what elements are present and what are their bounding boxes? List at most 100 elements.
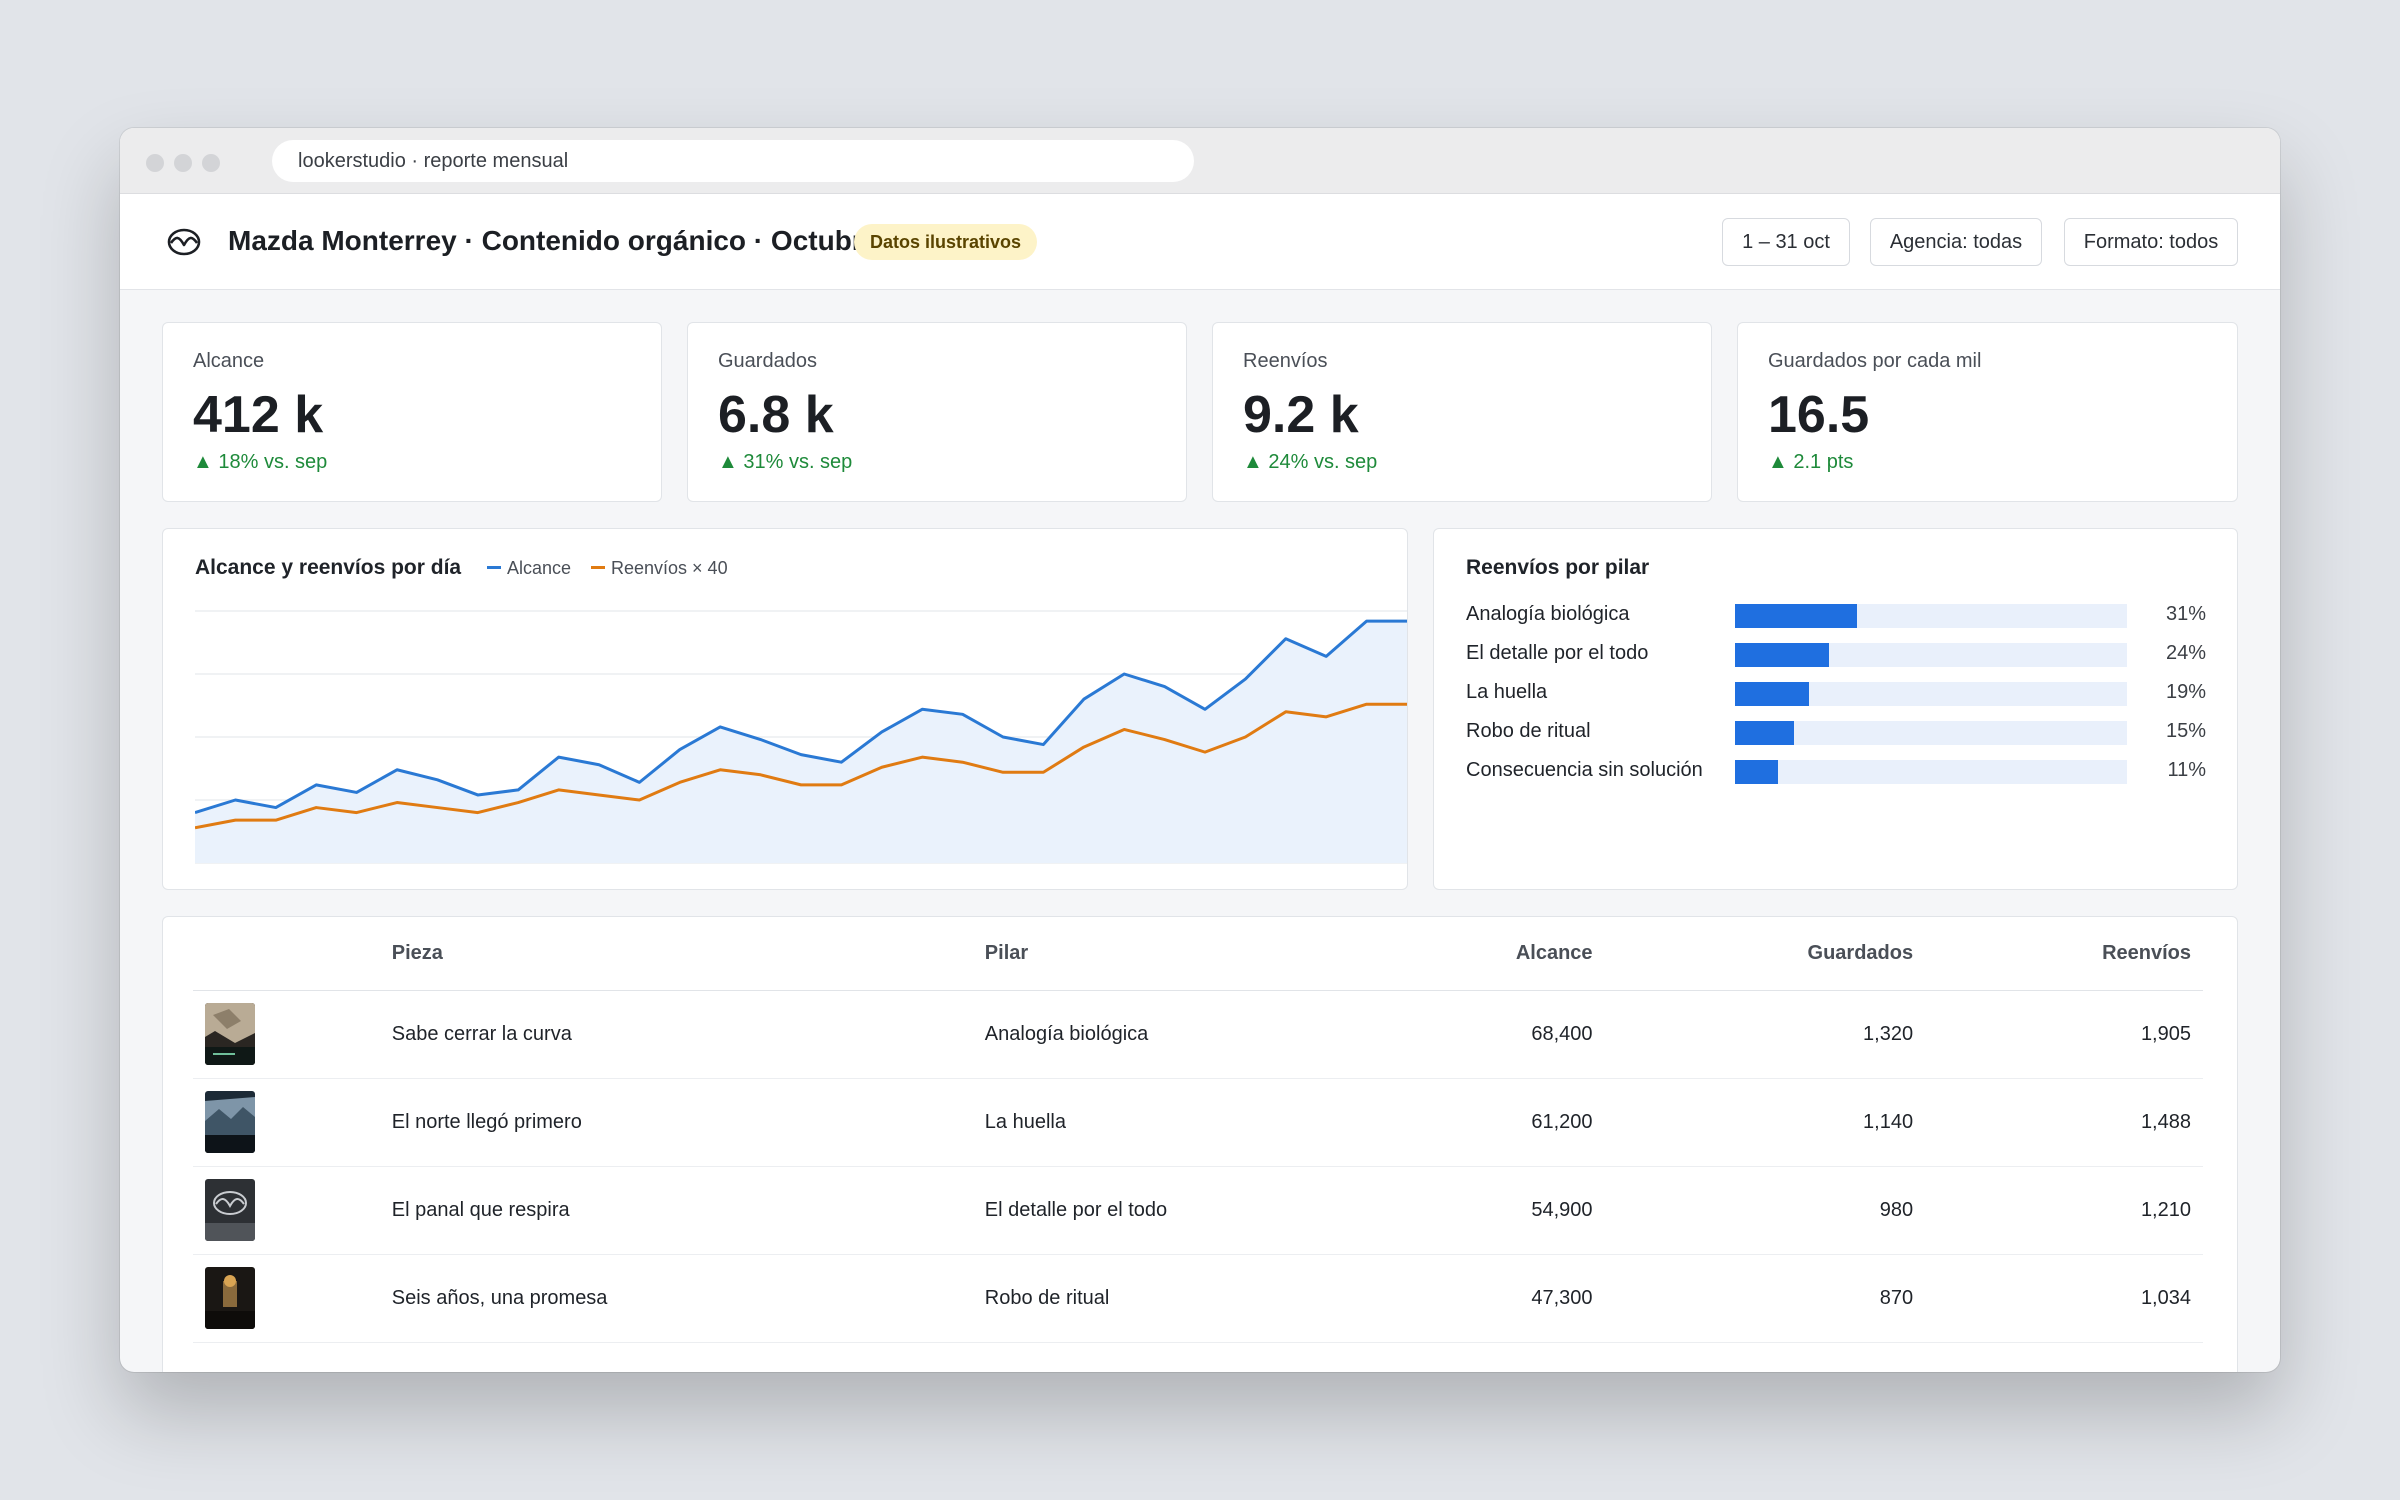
address-bar[interactable]: lookerstudio · reporte mensual <box>272 140 1194 182</box>
piece-saves: 980 <box>1604 1166 1926 1255</box>
piece-shares: 1,210 <box>1925 1166 2203 1255</box>
kpi-card-guardados-por-mil: Guardados por cada mil 16.5 ▲ 2.1 pts <box>1737 322 2238 502</box>
piece-pillar: La huella <box>984 1078 1488 1167</box>
piece-pillar: El detalle por el todo <box>984 1166 1488 1255</box>
kpi-card-alcance: Alcance 412 k ▲ 18% vs. sep <box>162 322 662 502</box>
table-row[interactable]: El norte llegó primero La huella 61,200 … <box>193 1078 2203 1167</box>
series-line-alcance <box>195 619 1407 815</box>
legend-swatch-reenvios <box>591 565 605 569</box>
thumbnail-cell <box>193 1078 392 1167</box>
pillar-row: Analogía biológica 31% <box>1466 601 2206 629</box>
pillar-row: Consecuencia sin solución 11% <box>1466 757 2206 785</box>
illustrative-data-badge: Datos ilustrativos <box>854 224 1038 260</box>
piece-name: El panal que respira <box>391 1166 985 1255</box>
kpi-value: 16.5 <box>1768 386 1870 444</box>
column-header-saves[interactable]: Guardados <box>1604 917 1926 991</box>
pillar-bars-card: Reenvíos por pilar Analogía biológica 31… <box>1433 528 2238 890</box>
pillar-label: El detalle por el todo <box>1466 642 1649 664</box>
piece-shares: 1,034 <box>1925 1254 2203 1343</box>
pillar-row: Robo de ritual 15% <box>1466 718 2206 746</box>
date-range-filter[interactable]: 1 – 31 oct <box>1722 218 1850 266</box>
pillar-row: La huella 19% <box>1466 679 2206 707</box>
pillar-bar <box>1735 682 1810 706</box>
pillar-bar <box>1735 604 1857 628</box>
thumbnail-column-header <box>193 917 392 991</box>
legend-label: Alcance <box>507 558 572 578</box>
piece-reach: 47,300 <box>1487 1254 1605 1343</box>
alcance-area <box>195 621 1407 863</box>
piece-name: Sabe cerrar la curva <box>391 990 985 1079</box>
thumbnail-cell <box>193 990 392 1079</box>
piece-saves: 1,320 <box>1604 990 1926 1079</box>
legend-swatch-alcance <box>487 565 501 569</box>
kpi-value: 6.8 k <box>718 386 834 444</box>
kpi-delta: ▲ 2.1 pts <box>1768 451 1854 473</box>
line-chart-title: Alcance y reenvíos por día <box>195 556 462 579</box>
piece-reach: 68,400 <box>1487 990 1605 1079</box>
column-header-pillar[interactable]: Pilar <box>984 917 1488 991</box>
window-zoom-button[interactable] <box>202 154 220 172</box>
pillar-chart-title: Reenvíos por pilar <box>1466 556 1650 579</box>
pillar-bar <box>1735 721 1794 745</box>
kpi-label: Reenvíos <box>1243 350 1328 372</box>
thumbnail-cell <box>193 1254 392 1343</box>
piece-pillar: Robo de ritual <box>984 1254 1488 1343</box>
piece-pillar: Analogía biológica <box>984 990 1488 1079</box>
table-row[interactable]: El panal que respira El detalle por el t… <box>193 1166 2203 1255</box>
piece-name: Seis años, una promesa <box>391 1254 985 1343</box>
pillar-pct: 24% <box>2165 642 2206 664</box>
kpi-label: Guardados <box>718 350 817 372</box>
piece-thumbnail <box>205 1179 255 1241</box>
window-minimize-button[interactable] <box>174 154 192 172</box>
piece-name: El norte llegó primero <box>391 1078 985 1167</box>
kpi-card-reenvios: Reenvíos 9.2 k ▲ 24% vs. sep <box>1212 322 1712 502</box>
piece-shares: 1,905 <box>1925 990 2203 1079</box>
page-title: Mazda Monterrey · Contenido orgánico · O… <box>228 225 879 256</box>
column-header-reach[interactable]: Alcance <box>1487 917 1605 991</box>
kpi-value: 412 k <box>193 386 324 444</box>
piece-reach: 61,200 <box>1487 1078 1605 1167</box>
kpi-delta: ▲ 24% vs. sep <box>1243 451 1378 473</box>
report-header: Mazda Monterrey · Contenido orgánico · O… <box>120 194 2280 290</box>
agency-filter[interactable]: Agencia: todas <box>1870 218 2042 266</box>
series-line-reenvios <box>195 702 1407 830</box>
legend-alcance: Alcance <box>487 558 571 579</box>
legend-label: Reenvíos × 40 <box>611 558 728 578</box>
piece-shares: 1,488 <box>1925 1078 2203 1167</box>
pillar-row: El detalle por el todo 24% <box>1466 640 2206 668</box>
format-filter[interactable]: Formato: todos <box>2064 218 2238 266</box>
column-header-piece[interactable]: Pieza <box>391 917 985 991</box>
pillar-pct: 31% <box>2165 603 2206 625</box>
browser-chrome: lookerstudio · reporte mensual <box>120 128 2280 194</box>
table-row[interactable]: Seis años, una promesa Robo de ritual 47… <box>193 1254 2203 1343</box>
kpi-delta: ▲ 18% vs. sep <box>193 451 328 473</box>
legend-reenvios: Reenvíos × 40 <box>591 558 728 579</box>
pillar-bar-track <box>1735 604 2127 628</box>
pillar-bar <box>1735 760 1779 784</box>
piece-thumbnail <box>205 1003 255 1065</box>
piece-reach: 54,900 <box>1487 1166 1605 1255</box>
pillar-label: Consecuencia sin solución <box>1466 759 1703 781</box>
line-chart <box>195 610 1407 864</box>
pieces-table: Pieza Pilar Alcance Guardados Reenvíos <box>193 917 2203 1343</box>
pillar-bar-track <box>1735 682 2127 706</box>
kpi-value: 9.2 k <box>1243 386 1359 444</box>
mazda-logo-icon <box>167 228 201 256</box>
table-row[interactable]: Sabe cerrar la curva Analogía biológica … <box>193 990 2203 1079</box>
piece-thumbnail <box>205 1267 255 1329</box>
line-chart-card: Alcance y reenvíos por día Alcance Reenv… <box>162 528 1408 890</box>
kpi-delta: ▲ 31% vs. sep <box>718 451 853 473</box>
pillar-pct: 19% <box>2165 681 2206 703</box>
browser-window: lookerstudio · reporte mensual Mazda Mon… <box>120 128 2280 1372</box>
pillar-pct: 15% <box>2165 720 2206 742</box>
kpi-label: Alcance <box>193 350 265 372</box>
window-close-button[interactable] <box>146 154 164 172</box>
thumbnail-cell <box>193 1166 392 1255</box>
pillar-label: Analogía biológica <box>1466 603 1630 625</box>
pieces-table-card: Pieza Pilar Alcance Guardados Reenvíos <box>162 916 2238 1372</box>
pillar-pct: 11% <box>2167 759 2206 781</box>
piece-thumbnail <box>205 1091 255 1153</box>
piece-saves: 870 <box>1604 1254 1926 1343</box>
column-header-shares[interactable]: Reenvíos <box>1925 917 2203 991</box>
kpi-label: Guardados por cada mil <box>1768 350 1982 372</box>
